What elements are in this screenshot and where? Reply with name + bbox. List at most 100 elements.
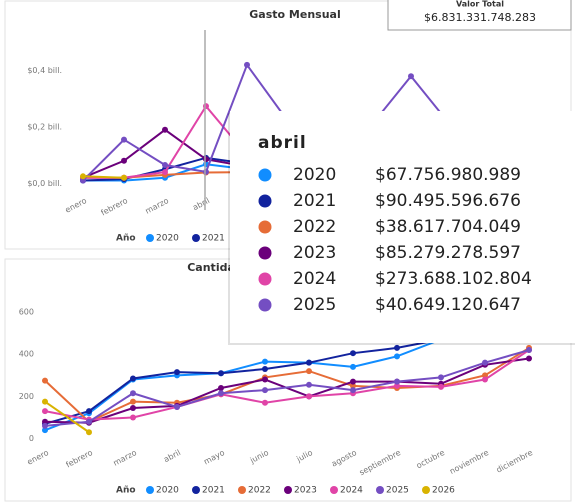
tooltip-value: $90.495.596.676 [375,191,521,211]
point [408,73,414,80]
point [86,429,92,436]
legend-swatch [146,486,154,494]
point [394,344,400,351]
point [262,387,268,394]
legend-label: 2022 [248,486,271,496]
point [203,156,209,163]
legend-label: 2021 [202,486,225,496]
y-tick-label: 0 [29,434,34,443]
legend-label: 2024 [340,486,363,496]
point [130,405,136,411]
y-tick-label: 400 [19,350,34,359]
tooltip-swatch [258,220,272,234]
point [262,358,268,365]
series-line [44,347,530,423]
point [218,390,224,397]
point [42,398,48,405]
point [121,136,127,143]
point [42,422,48,429]
point [174,403,180,410]
tooltip-value: $85.279.278.597 [375,243,521,263]
point [42,408,48,415]
point [130,390,136,397]
point [174,369,180,376]
legend-swatch [422,486,430,494]
tooltip-box [230,111,575,343]
point [203,103,209,110]
point [262,399,268,406]
legend-label: 2023 [294,486,317,496]
point [394,353,400,360]
point [130,414,136,421]
tooltip-year: 2025 [293,295,336,315]
point [438,383,444,390]
legend-label: 2020 [156,486,179,496]
point [80,173,86,180]
tooltip-swatch [258,168,272,182]
legend-swatch [146,234,154,242]
point [42,418,48,425]
point [130,375,136,382]
series-line [44,400,90,434]
point [262,366,268,372]
point [438,374,444,381]
y-tick-label: 200 [19,392,34,401]
tooltip-value: $38.617.704.049 [375,217,521,237]
chart-title: Gasto Mensual [249,8,340,21]
point [350,378,356,385]
legend-label: 2026 [432,486,455,496]
legend-label: 2025 [386,486,409,496]
tooltip-title: abril [258,133,307,153]
legend-swatch [192,486,200,494]
tooltip-swatch [258,246,272,260]
point [218,384,224,391]
tooltip-year: 2022 [293,217,336,237]
point [482,372,488,379]
y-tick-label: $0,0 bill. [27,179,62,188]
legend-swatch [376,486,384,494]
point [121,157,127,164]
point [162,169,168,176]
point [86,408,92,415]
point [203,168,209,175]
legend-swatch [330,486,338,494]
point [526,355,532,362]
card-label: Valor Total [456,0,504,9]
legend-label: 2021 [202,234,225,244]
tooltip-value: $273.688.102.804 [375,269,532,289]
legend-label: 2020 [156,234,179,244]
point [350,382,356,389]
tooltip-swatch [258,298,272,312]
y-tick-label: $0,4 bill. [27,66,62,75]
tooltip-swatch [258,272,272,286]
tooltip-value: $67.756.980.989 [375,165,521,185]
point [482,359,488,366]
point [262,376,268,383]
point [482,376,488,383]
point [162,162,168,169]
point [350,363,356,370]
legend-title: Año [116,486,136,496]
point [42,377,48,384]
point [306,359,312,366]
series-line [82,175,125,179]
point [218,370,224,377]
tooltip-year: 2023 [293,243,336,263]
point [244,61,250,68]
point [306,393,312,400]
point [306,381,312,388]
legend-swatch [192,234,200,242]
point [394,382,400,389]
point [42,427,48,434]
tooltip-year: 2024 [293,269,336,289]
point [350,387,356,394]
tooltip-value: $40.649.120.647 [375,295,521,315]
legend-swatch [238,486,246,494]
point [86,418,92,425]
card-box [387,0,572,31]
tooltip-year: 2020 [293,165,336,185]
y-tick-label: 600 [19,308,34,317]
point [306,368,312,375]
